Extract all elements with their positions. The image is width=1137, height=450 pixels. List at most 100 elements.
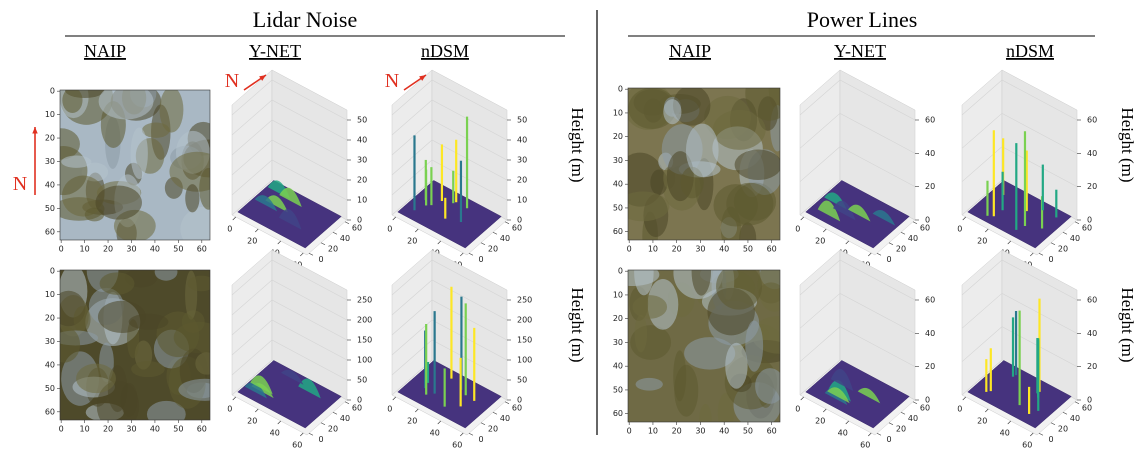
y-floor-tick xyxy=(344,401,350,405)
image-frame xyxy=(59,89,211,241)
image-patch xyxy=(169,151,210,192)
image-patch xyxy=(146,400,186,420)
x-tick-label: 30 xyxy=(695,427,705,436)
x-floor-label: 60 xyxy=(292,441,302,450)
section-title: Power Lines xyxy=(807,7,918,32)
grid-line xyxy=(231,319,348,361)
image-patch xyxy=(185,184,200,213)
x-floor-tick xyxy=(823,228,827,233)
surface-bump xyxy=(830,368,854,392)
x-floor-label: 0 xyxy=(387,405,392,414)
z-axis-label: Height (m) xyxy=(568,107,587,182)
grid-line xyxy=(391,259,508,301)
z-tick-label: 60 xyxy=(925,116,935,125)
x-floor-tick xyxy=(300,252,304,257)
naip-image xyxy=(628,88,780,240)
y-floor-label: 60 xyxy=(920,223,930,232)
z-tick-label: 200 xyxy=(517,316,532,325)
x-floor-label: 40 xyxy=(430,429,440,438)
x-floor-tick xyxy=(1030,252,1034,257)
y-tick-label: 20 xyxy=(613,314,623,323)
z-tick-label: 0 xyxy=(1087,216,1092,225)
image-patch xyxy=(61,155,92,168)
y-tick-label: 10 xyxy=(613,290,623,299)
y-floor-label: 40 xyxy=(908,414,918,423)
grid-line xyxy=(231,339,348,381)
x-tick-label: 50 xyxy=(173,245,183,254)
x-floor-tick xyxy=(962,396,966,401)
z-tick-label: 20 xyxy=(1087,362,1097,371)
x-tick-label: 20 xyxy=(103,245,113,254)
y-floor-tick xyxy=(1038,432,1044,436)
y-floor-label: 40 xyxy=(1070,234,1080,243)
x-tick-label: 50 xyxy=(743,245,753,254)
surface-bump xyxy=(265,195,288,213)
x-tick-label: 60 xyxy=(197,245,207,254)
y-floor-label: 20 xyxy=(1058,244,1068,253)
x-tick-label: 30 xyxy=(126,425,136,434)
naip-image xyxy=(628,270,780,422)
y-tick-label: 20 xyxy=(613,132,623,141)
z-tick-label: 100 xyxy=(357,356,372,365)
y-floor-tick xyxy=(332,231,338,235)
y-tick-label: 60 xyxy=(45,227,55,236)
y-floor-tick xyxy=(344,221,350,225)
image-patch xyxy=(674,364,699,417)
y-tick-label: 20 xyxy=(45,134,55,143)
y-tick-label: 10 xyxy=(45,110,55,119)
y-floor-label: 20 xyxy=(328,424,338,433)
z-tick-label: 60 xyxy=(1087,296,1097,305)
x-floor-tick xyxy=(255,228,259,233)
x-tick-label: 20 xyxy=(672,427,682,436)
x-floor-tick xyxy=(392,396,396,401)
image-patch xyxy=(73,306,91,333)
y-tick-label: 40 xyxy=(45,360,55,369)
image-frame xyxy=(627,87,781,241)
y-floor-tick xyxy=(1074,401,1080,405)
x-floor-tick xyxy=(460,252,464,257)
x-tick-label: 10 xyxy=(80,425,90,434)
image-patch xyxy=(672,88,711,126)
surface xyxy=(397,180,502,249)
y-floor-label: 0 xyxy=(1048,435,1053,444)
y-floor-label: 40 xyxy=(500,234,510,243)
surface-bump xyxy=(827,387,850,404)
x-tick-label: 40 xyxy=(719,427,729,436)
surface-bump xyxy=(817,200,841,222)
image-frame xyxy=(627,269,781,423)
y-tick-label: 30 xyxy=(613,156,623,165)
x-tick-label: 60 xyxy=(197,425,207,434)
image-patch xyxy=(199,167,210,210)
z-tick-label: 250 xyxy=(357,296,372,305)
y-tick-label: 60 xyxy=(45,407,55,416)
y-tick-label: 30 xyxy=(613,338,623,347)
image-patch xyxy=(141,122,170,138)
surface-bump xyxy=(279,187,302,207)
grid-line xyxy=(231,279,348,321)
y-floor-label: 40 xyxy=(500,414,510,423)
surface-bump xyxy=(872,210,896,226)
x-floor-label: 20 xyxy=(247,237,257,246)
x-tick-label: 20 xyxy=(103,425,113,434)
y-floor-tick xyxy=(888,242,894,246)
north-arrowhead xyxy=(419,75,426,81)
image-patch xyxy=(684,337,736,370)
x-floor-label: 20 xyxy=(407,237,417,246)
north-label: N xyxy=(13,173,27,195)
image-frame xyxy=(59,269,211,421)
image-patch xyxy=(99,272,135,295)
x-tick-label: 20 xyxy=(672,245,682,254)
z-tick-label: 50 xyxy=(517,376,527,385)
x-floor-tick xyxy=(232,396,236,401)
column-header: nDSM xyxy=(421,41,469,61)
section-title: Lidar Noise xyxy=(253,7,357,32)
y-floor-tick xyxy=(480,242,486,246)
x-floor-tick xyxy=(232,216,236,221)
column-header: Y-NET xyxy=(249,41,301,61)
y-floor-tick xyxy=(912,221,918,225)
z-tick-label: 20 xyxy=(925,182,935,191)
surface-bump xyxy=(244,382,268,399)
x-floor-tick xyxy=(800,396,804,401)
grid-line xyxy=(391,99,508,141)
image-patch xyxy=(699,404,712,422)
